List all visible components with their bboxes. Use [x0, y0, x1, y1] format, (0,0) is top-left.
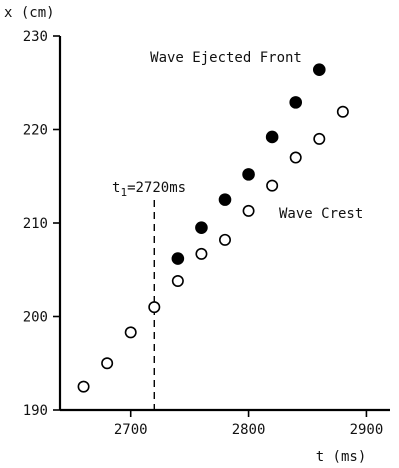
wave-crest-point — [336, 105, 349, 118]
x-tick-label: 2900 — [350, 422, 384, 438]
wave-crest-point — [313, 132, 326, 145]
ejected-front-point — [195, 221, 208, 234]
wave-crest-point — [101, 357, 114, 370]
t1-annotation-label: t1=2720ms — [112, 180, 186, 199]
y-tick-label: 190 — [23, 403, 48, 419]
y-tick-label: 210 — [23, 216, 48, 232]
ejected-front-point — [171, 252, 185, 265]
wave-crest-point — [219, 233, 232, 246]
x-tick-label: 2700 — [114, 422, 148, 438]
x-tick-label: 2800 — [232, 422, 266, 438]
ejected-front-point — [242, 168, 255, 181]
wave-crest-point — [266, 179, 279, 192]
wave-crest-point — [77, 380, 90, 393]
wave-crest-point — [148, 301, 161, 314]
ejected-front-point — [218, 193, 232, 206]
ejected-front-point — [312, 63, 326, 76]
ejected-front-point — [289, 96, 303, 109]
wave-crest-point — [242, 204, 255, 217]
wave-crest-point — [289, 151, 302, 164]
y-axis-label: x (cm) — [4, 5, 55, 21]
wave-crest-point — [195, 247, 208, 260]
wave-crest-label: Wave Crest — [279, 206, 363, 222]
x-axis-label: t (ms) — [316, 449, 367, 465]
y-tick-label: 200 — [23, 310, 48, 326]
wave-crest-point — [171, 274, 184, 287]
y-tick-label: 220 — [23, 123, 48, 139]
ejected-front-point — [265, 130, 279, 144]
wave-crest-point — [124, 326, 137, 339]
y-tick-label: 230 — [23, 29, 48, 45]
ejected-front-label: Wave Ejected Front — [150, 50, 302, 66]
